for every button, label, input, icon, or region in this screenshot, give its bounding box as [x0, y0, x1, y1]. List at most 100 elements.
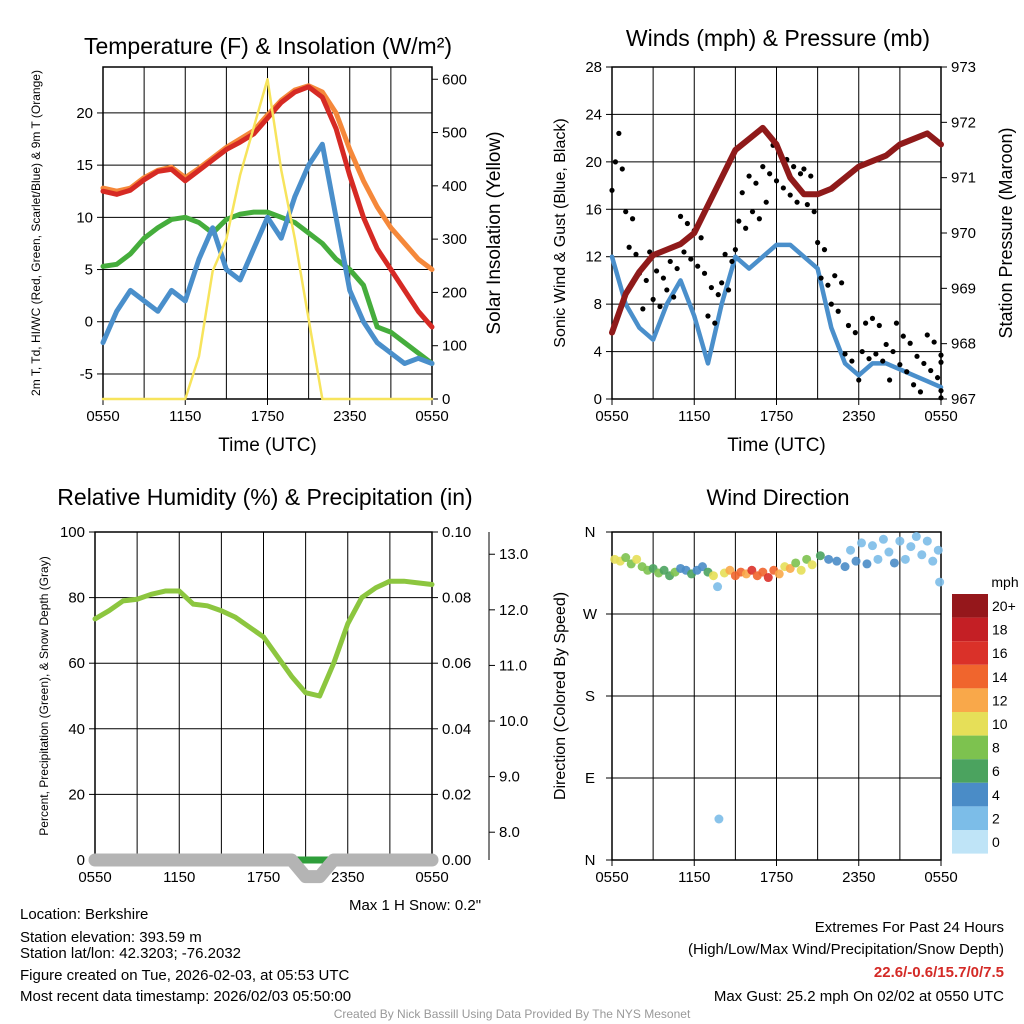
chart-title-1: Winds (mph) & Pressure (mb)	[626, 25, 930, 51]
y-tick-label: 28	[585, 59, 602, 76]
wind-direction-point	[906, 542, 916, 552]
gust-point	[681, 249, 687, 255]
snow-depth-tick-label: 10.0	[499, 713, 528, 730]
gust-point	[660, 275, 667, 281]
wind-direction-point	[713, 582, 723, 592]
colorbar-swatch	[952, 782, 988, 807]
x-tick-label: 2350	[333, 408, 366, 425]
gust-point	[780, 185, 786, 191]
wind-direction-point	[922, 536, 932, 546]
colorbar-swatch	[952, 617, 988, 642]
gust-point	[677, 213, 684, 219]
footer-location: Location: Berkshire	[20, 906, 149, 923]
footer-recent: Most recent data timestamp: 2026/02/03 0…	[20, 988, 352, 1005]
gust-point	[825, 282, 831, 288]
gust-point	[612, 159, 619, 165]
wind-direction-point	[763, 573, 773, 583]
snow-depth-tick-label: 12.0	[499, 602, 528, 619]
gust-point	[801, 166, 807, 172]
colorbar-label: 10	[992, 716, 1008, 732]
gust-point	[719, 280, 725, 286]
gust-point	[633, 251, 639, 257]
colorbar-label: 16	[992, 645, 1008, 661]
gust-point	[835, 308, 841, 314]
gust-point	[910, 382, 917, 388]
footer-elevation: Station elevation: 393.59 m	[20, 929, 202, 946]
gust-point	[869, 315, 876, 321]
gust-point	[938, 359, 944, 365]
y-tick-label: S	[585, 688, 595, 705]
colorbar-swatch	[952, 806, 988, 830]
gust-point	[808, 173, 814, 179]
gust-point	[818, 275, 824, 281]
y-right-tick-label: 0	[442, 391, 450, 408]
gust-point	[705, 313, 711, 319]
y-right-tick-label: 0.02	[442, 786, 471, 803]
gust-point	[732, 247, 738, 253]
gust-point	[842, 351, 848, 357]
series-snow-depth	[88, 853, 439, 884]
gust-point	[876, 322, 882, 329]
y-right-tick-label: 0.04	[442, 721, 471, 738]
series-2m-t	[100, 84, 435, 330]
gust-point	[701, 270, 708, 276]
wind-direction-point	[862, 559, 872, 569]
colorbar-label: 8	[992, 740, 1000, 756]
x-tick-label: 0550	[595, 869, 628, 886]
y-right-tick-label: 100	[442, 338, 467, 355]
gust-point	[650, 296, 656, 302]
wind-direction-point	[851, 556, 861, 566]
y-right-tick-label: 967	[951, 391, 976, 408]
wind-direction-point	[840, 562, 850, 572]
x-tick-label: 0550	[595, 408, 628, 425]
y-right-tick-label: 0.08	[442, 590, 471, 607]
wind-direction-point	[867, 541, 877, 551]
gust-point	[743, 225, 749, 231]
gust-point	[791, 164, 797, 170]
x-tick-label: 1150	[678, 408, 710, 425]
y-right-tick-label: 400	[442, 178, 467, 195]
y-right-tick-label: 0.00	[442, 852, 471, 869]
gust-point	[623, 209, 629, 215]
wind-direction-point	[911, 532, 921, 542]
gust-point	[640, 306, 646, 312]
wind-direction-point	[815, 551, 825, 561]
chart-title-3: Wind Direction	[706, 485, 849, 510]
max-snow-annotation: Max 1 H Snow: 0.2"	[349, 897, 481, 914]
wind-direction-point	[714, 814, 724, 824]
y-right-tick-label: 970	[951, 225, 976, 242]
gust-point	[914, 353, 920, 359]
gust-point	[859, 348, 865, 355]
wind-direction-point	[878, 534, 888, 544]
gust-point	[931, 339, 937, 345]
gust-point	[708, 284, 714, 291]
y-tick-label: 15	[76, 157, 93, 174]
gust-point	[767, 171, 773, 177]
gust-point	[643, 277, 649, 284]
colorbar-swatch	[952, 641, 988, 665]
gust-point	[688, 256, 694, 262]
gust-point	[856, 377, 862, 383]
gust-point	[746, 173, 752, 179]
gust-point	[866, 356, 872, 362]
y-tick-label: 20	[68, 786, 85, 803]
x-tick-label: 0550	[924, 408, 957, 425]
y-tick-label: N	[585, 852, 596, 869]
x-tick-label: 1150	[678, 869, 710, 886]
y-tick-label: 60	[68, 655, 85, 672]
colorbar-swatch	[952, 830, 988, 854]
gust-point	[763, 199, 769, 205]
wind-direction-point	[632, 554, 642, 564]
x-tick-label: 0550	[924, 869, 957, 886]
y-tick-label: 20	[76, 105, 93, 122]
gust-point	[715, 292, 721, 298]
gust-point	[667, 258, 673, 265]
colorbar-label: 4	[992, 787, 1000, 803]
y-right-tick-label: 600	[442, 71, 467, 88]
series-station-pressure	[609, 124, 944, 336]
x-tick-label: 0550	[78, 869, 111, 886]
y-right-tick-label: 300	[442, 231, 467, 248]
colorbar-label: 6	[992, 763, 1000, 779]
gust-point	[729, 258, 735, 265]
colorbar-swatch	[952, 688, 988, 712]
